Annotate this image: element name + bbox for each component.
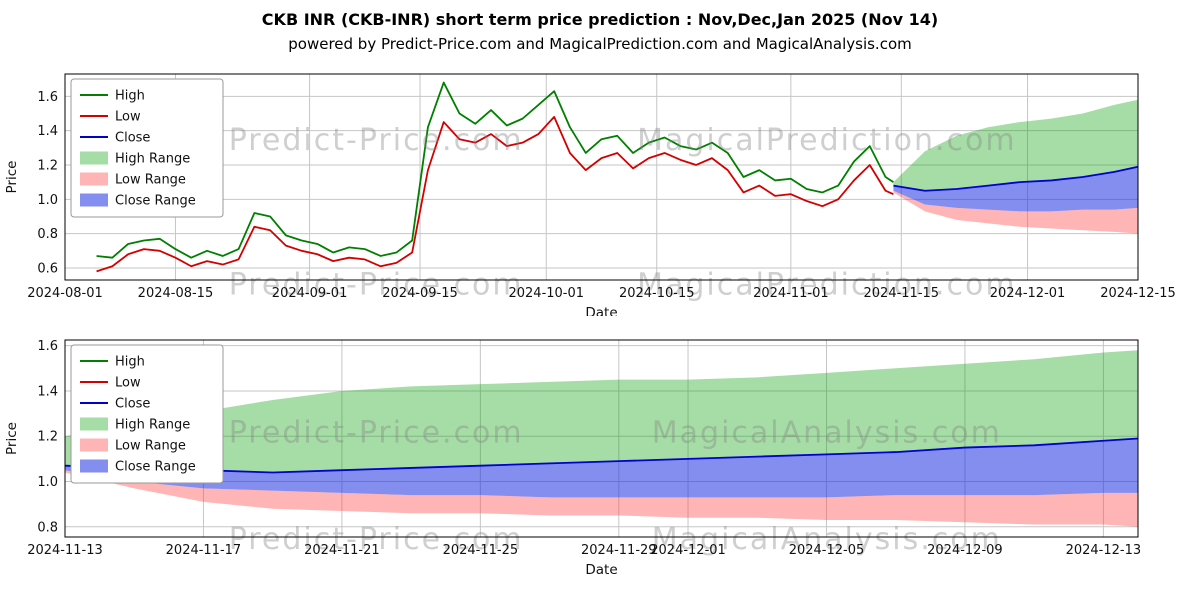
x-tick-label: 2024-11-29 xyxy=(581,543,657,558)
legend-label-close-range: Close Range xyxy=(115,194,196,209)
legend-swatch-high-range xyxy=(80,151,108,165)
x-tick-label: 2024-11-17 xyxy=(166,543,242,558)
watermark-text: Predict-Price.com xyxy=(229,415,524,450)
y-axis-label: Price xyxy=(4,422,20,455)
bottom-prediction-chart: Predict-Price.com MagicalAnalysis.com Pred… xyxy=(4,339,1142,578)
page-title: CKB INR (CKB-INR) short term price predi… xyxy=(261,10,939,29)
y-tick-label: 1.0 xyxy=(37,475,58,490)
x-tick-label: 2024-08-15 xyxy=(138,286,214,301)
x-tick-label: 2024-08-01 xyxy=(27,286,103,301)
page-subtitle: powered by Predict-Price.com and Magical… xyxy=(288,35,912,53)
legend-label-close-range: Close Range xyxy=(115,460,196,475)
legend-swatch-high-range xyxy=(80,417,108,431)
legend: High Low Close High Range Low Range Close Ran… xyxy=(70,344,224,484)
x-tick-label: 2024-11-25 xyxy=(443,543,519,558)
x-tick-label: 2024-11-13 xyxy=(27,543,103,558)
series-close xyxy=(64,437,1139,474)
legend-label-low-range: Low Range xyxy=(115,173,186,188)
watermark-text: MagicalPrediction.com xyxy=(637,267,1017,302)
legend-swatch-close-range xyxy=(80,193,108,207)
legend-label-close: Close xyxy=(115,397,150,412)
top-price-chart: Predict-Price.com MagicalPrediction.com Pr… xyxy=(4,73,1176,316)
plot-border xyxy=(64,73,1139,281)
x-tick-label: 2024-11-15 xyxy=(864,286,940,301)
legend-label-low: Low xyxy=(115,110,141,125)
y-tick-label: 0.8 xyxy=(37,520,58,535)
legend-swatch-low-range xyxy=(80,172,108,186)
y-tick-label: 1.6 xyxy=(37,339,58,354)
legend: High Low Close High Range Low Range Close Ran… xyxy=(70,78,224,218)
y-tick-label: 1.0 xyxy=(37,193,58,208)
watermark-text: Predict-Price.com xyxy=(229,123,524,158)
series-high-range xyxy=(65,350,1138,473)
x-axis-label: Date xyxy=(585,562,617,578)
series-low-range xyxy=(893,190,1138,234)
x-tick-label: 2024-11-01 xyxy=(753,286,829,301)
x-tick-label: 2024-12-15 xyxy=(1100,286,1176,301)
legend-box xyxy=(70,78,224,218)
x-tick-label: 2024-10-15 xyxy=(619,286,695,301)
x-tick-label: 2024-12-01 xyxy=(990,286,1066,301)
watermark-text: MagicalAnalysis.com xyxy=(652,415,1002,450)
watermark-text: MagicalAnalysis.com xyxy=(652,522,1002,557)
legend-swatch-low-range xyxy=(80,438,108,452)
x-tick-label: 2024-10-01 xyxy=(508,286,584,301)
y-tick-label: 1.2 xyxy=(37,158,58,173)
legend-swatch-close-range xyxy=(80,459,108,473)
legend-label-high-range: High Range xyxy=(115,418,190,433)
x-axis-label: Date xyxy=(585,305,617,316)
legend-box xyxy=(70,344,224,484)
x-tick-label: 2024-09-15 xyxy=(382,286,458,301)
series-high-range xyxy=(893,99,1138,191)
watermark-text: Predict-Price.com xyxy=(229,522,524,557)
legend-label-high: High xyxy=(115,89,145,104)
y-tick-label: 0.8 xyxy=(37,227,58,242)
plot-border xyxy=(64,339,1139,538)
x-tick-label: 2024-12-09 xyxy=(927,543,1003,558)
watermark-text: MagicalPrediction.com xyxy=(637,123,1017,158)
legend-label-low: Low xyxy=(115,376,141,391)
y-tick-label: 1.2 xyxy=(37,430,58,445)
x-tick-label: 2024-12-13 xyxy=(1066,543,1142,558)
x-tick-label: 2024-09-01 xyxy=(272,286,348,301)
legend-label-close: Close xyxy=(115,131,150,146)
series-low-range xyxy=(65,470,1138,527)
y-tick-label: 1.6 xyxy=(37,90,58,105)
legend-label-high: High xyxy=(115,355,145,370)
y-tick-label: 1.4 xyxy=(37,384,58,399)
y-tick-label: 0.6 xyxy=(37,261,58,276)
series-low xyxy=(96,116,894,273)
y-tick-label: 1.4 xyxy=(37,124,58,139)
series-close xyxy=(893,165,1139,192)
x-tick-label: 2024-11-21 xyxy=(304,543,380,558)
x-tick-label: 2024-12-01 xyxy=(650,543,726,558)
legend-label-high-range: High Range xyxy=(115,152,190,167)
watermark-text: Predict-Price.com xyxy=(229,267,524,302)
y-axis-label: Price xyxy=(4,161,20,194)
x-tick-label: 2024-12-05 xyxy=(789,543,865,558)
series-high xyxy=(96,81,894,259)
legend-label-low-range: Low Range xyxy=(115,439,186,454)
